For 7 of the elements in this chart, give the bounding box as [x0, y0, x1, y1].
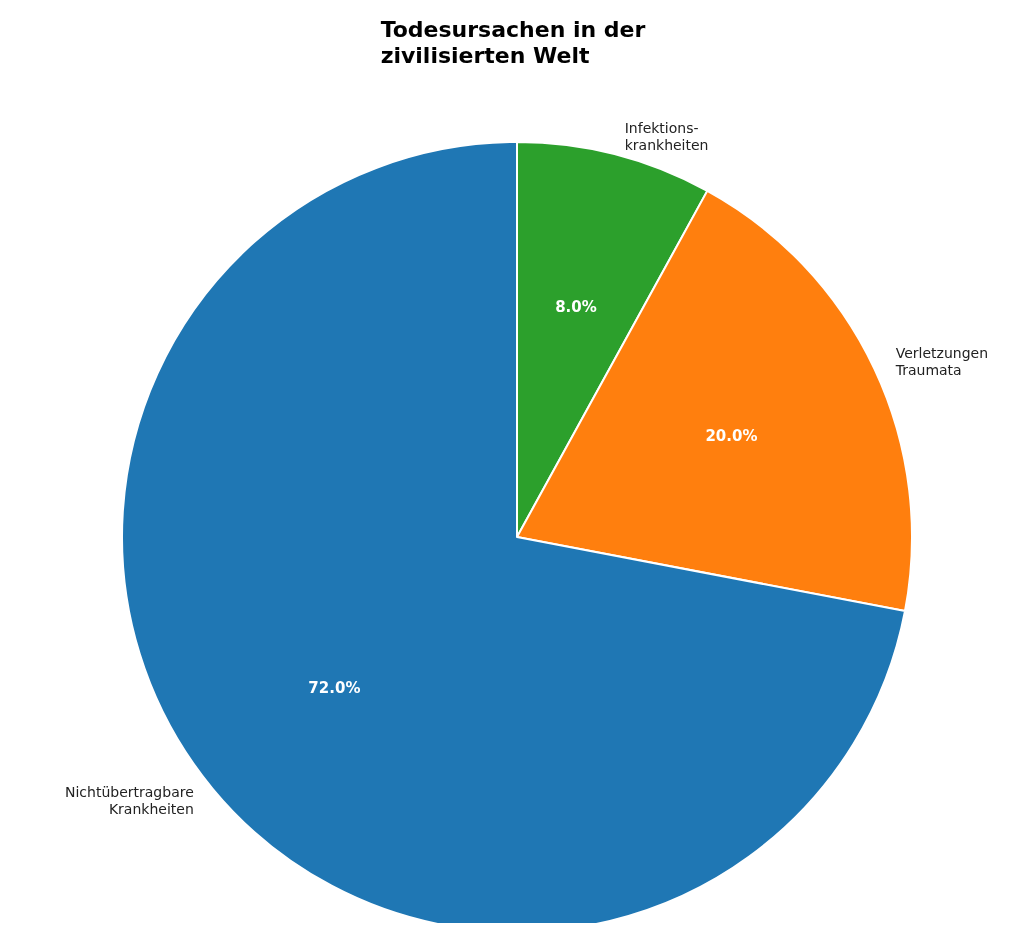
slice-label: Infektions- krankheiten — [624, 120, 709, 154]
chart-title: Todesursachen in der zivilisierten Welt — [380, 16, 646, 68]
data-label: 72.0% — [308, 679, 361, 698]
data-label: 8.0% — [555, 298, 597, 317]
slice-label: Verletzungen Traumata — [894, 344, 989, 378]
slice-label: Nichtübertragbare Krankheiten — [64, 783, 194, 817]
data-label: 20.0% — [705, 427, 758, 446]
